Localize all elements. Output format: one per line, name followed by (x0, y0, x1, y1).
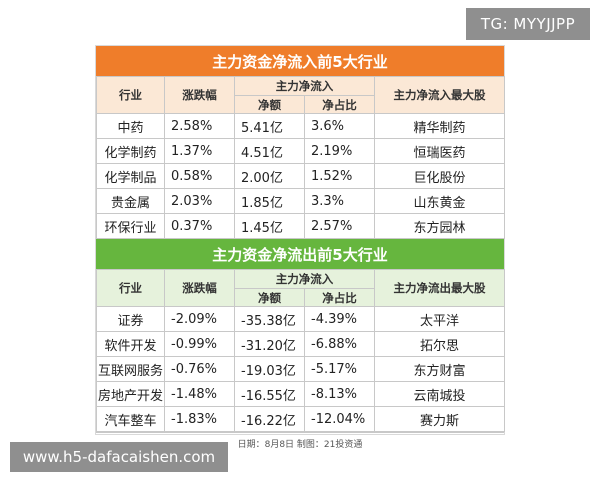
col-industry: 行业 (96, 269, 165, 307)
net-cell: 1.85亿 (234, 188, 305, 214)
stock-cell: 东方园林 (374, 213, 505, 239)
col-ratio: 净占比 (304, 288, 375, 307)
footer-note: 日期：8月8日 制图：21投资通 (96, 432, 504, 453)
col-group: 主力净流入 (234, 269, 375, 289)
table-row: 房地产开发 -1.48% -16.55亿 -8.13% 云南城投 (96, 381, 505, 407)
stock-cell: 太平洋 (374, 306, 505, 332)
change-cell: 0.37% (164, 213, 235, 239)
outflow-title: 主力资金净流出前5大行业 (96, 239, 504, 269)
industry-cell: 贵金属 (96, 188, 165, 214)
ratio-cell: -5.17% (304, 356, 375, 382)
col-group: 主力净流入 (234, 76, 375, 96)
ratio-cell: -4.39% (304, 306, 375, 332)
industry-cell: 证券 (96, 306, 165, 332)
ratio-cell: 1.52% (304, 163, 375, 189)
table-row: 化学制品 0.58% 2.00亿 1.52% 巨化股份 (96, 163, 505, 189)
net-cell: -16.55亿 (234, 381, 305, 407)
change-cell: 2.03% (164, 188, 235, 214)
outflow-table: 行业 涨跌幅 主力净流入 主力净流出最大股 净额 净占比 证券 -2.09% -… (96, 269, 505, 432)
change-cell: 0.58% (164, 163, 235, 189)
ratio-cell: -8.13% (304, 381, 375, 407)
tg-badge: TG: MYYJJPP (466, 8, 590, 40)
col-net: 净额 (234, 95, 305, 114)
net-cell: -31.20亿 (234, 331, 305, 357)
table-row: 软件开发 -0.99% -31.20亿 -6.88% 拓尔思 (96, 331, 505, 357)
stock-cell: 精华制药 (374, 113, 505, 139)
net-cell: -35.38亿 (234, 306, 305, 332)
industry-cell: 汽车整车 (96, 406, 165, 432)
ratio-cell: 3.6% (304, 113, 375, 139)
industry-cell: 互联网服务 (96, 356, 165, 382)
table-row: 化学制药 1.37% 4.51亿 2.19% 恒瑞医药 (96, 138, 505, 164)
col-change: 涨跌幅 (164, 269, 235, 307)
stock-cell: 赛力斯 (374, 406, 505, 432)
change-cell: 1.37% (164, 138, 235, 164)
ratio-cell: 2.19% (304, 138, 375, 164)
inflow-title: 主力资金净流入前5大行业 (96, 46, 504, 76)
ratio-cell: -12.04% (304, 406, 375, 432)
industry-cell: 环保行业 (96, 213, 165, 239)
change-cell: 2.58% (164, 113, 235, 139)
table-row: 中药 2.58% 5.41亿 3.6% 精华制药 (96, 113, 505, 139)
stock-cell: 拓尔思 (374, 331, 505, 357)
net-cell: 1.45亿 (234, 213, 305, 239)
watermark-url: www.h5-dafacaishen.com (10, 442, 228, 472)
stock-cell: 云南城投 (374, 381, 505, 407)
col-ratio: 净占比 (304, 95, 375, 114)
industry-cell: 软件开发 (96, 331, 165, 357)
col-change: 涨跌幅 (164, 76, 235, 114)
net-cell: 4.51亿 (234, 138, 305, 164)
table-row: 证券 -2.09% -35.38亿 -4.39% 太平洋 (96, 306, 505, 332)
change-cell: -1.83% (164, 406, 235, 432)
col-top-stock: 主力净流入最大股 (374, 76, 505, 114)
col-net: 净额 (234, 288, 305, 307)
industry-cell: 化学制品 (96, 163, 165, 189)
industry-cell: 房地产开发 (96, 381, 165, 407)
industry-cell: 化学制药 (96, 138, 165, 164)
table-row: 贵金属 2.03% 1.85亿 3.3% 山东黄金 (96, 188, 505, 214)
table-row: 环保行业 0.37% 1.45亿 2.57% 东方园林 (96, 213, 505, 239)
stock-cell: 巨化股份 (374, 163, 505, 189)
stock-cell: 恒瑞医药 (374, 138, 505, 164)
change-cell: -2.09% (164, 306, 235, 332)
col-industry: 行业 (96, 76, 165, 114)
change-cell: -1.48% (164, 381, 235, 407)
stock-cell: 东方财富 (374, 356, 505, 382)
ratio-cell: 3.3% (304, 188, 375, 214)
net-cell: -19.03亿 (234, 356, 305, 382)
net-cell: -16.22亿 (234, 406, 305, 432)
change-cell: -0.99% (164, 331, 235, 357)
table-row: 汽车整车 -1.83% -16.22亿 -12.04% 赛力斯 (96, 406, 505, 432)
ratio-cell: -6.88% (304, 331, 375, 357)
change-cell: -0.76% (164, 356, 235, 382)
ratio-cell: 2.57% (304, 213, 375, 239)
stock-cell: 山东黄金 (374, 188, 505, 214)
fund-flow-card: 主力资金净流入前5大行业 行业 涨跌幅 主力净流入 主力净流入最大股 净额 净占… (96, 46, 505, 450)
industry-cell: 中药 (96, 113, 165, 139)
net-cell: 5.41亿 (234, 113, 305, 139)
table-row: 互联网服务 -0.76% -19.03亿 -5.17% 东方财富 (96, 356, 505, 382)
net-cell: 2.00亿 (234, 163, 305, 189)
col-top-stock: 主力净流出最大股 (374, 269, 505, 307)
inflow-table: 行业 涨跌幅 主力净流入 主力净流入最大股 净额 净占比 中药 2.58% 5.… (96, 76, 505, 239)
